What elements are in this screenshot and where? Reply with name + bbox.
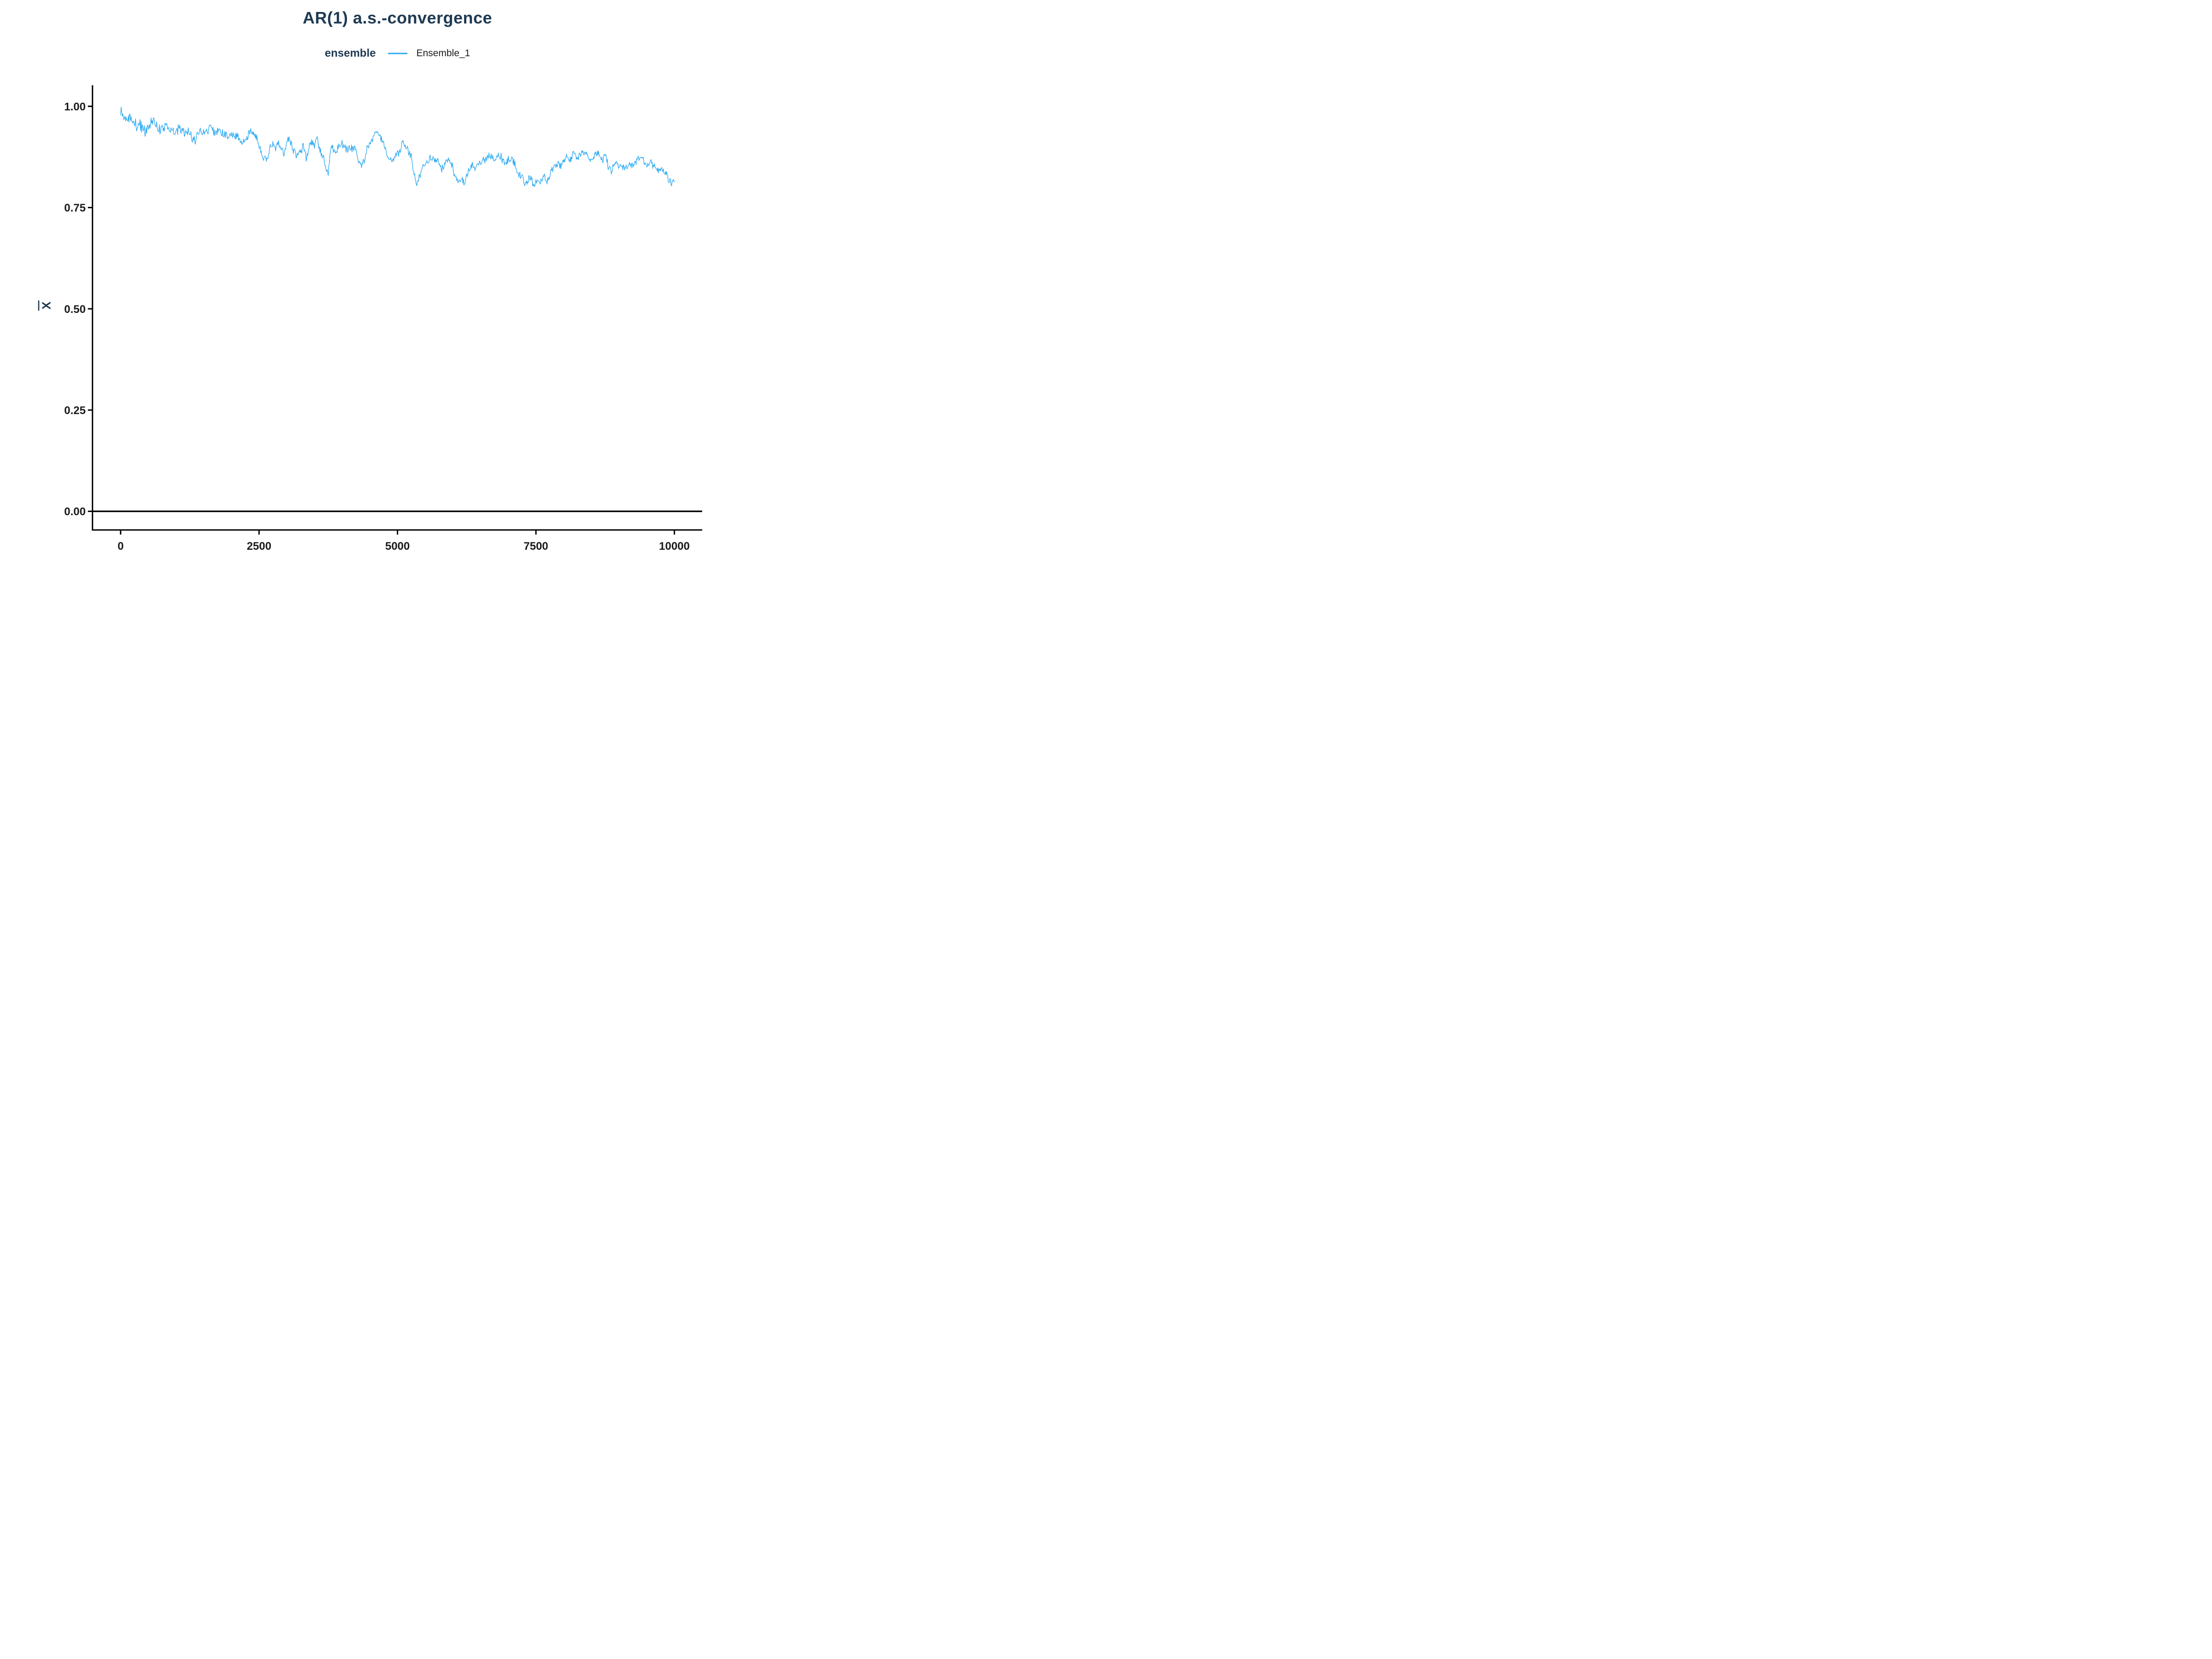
x-tick-label: 10000 (659, 540, 690, 553)
y-tick-label: 0.50 (64, 303, 86, 316)
plot-area: 0 2500 5000 7500 10000 0.00 0.25 0.50 0.75 1.00 X (38, 85, 702, 553)
x-tick-label: 0 (118, 540, 124, 553)
series-line-ensemble-1 (120, 106, 675, 187)
y-axis-title: X (38, 300, 53, 311)
legend-key-line-icon (388, 53, 408, 54)
y-tick-label: 1.00 (64, 100, 86, 113)
chart-title: AR(1) a.s.-convergence (302, 8, 493, 27)
y-tick-label: 0.25 (64, 404, 86, 417)
y-tick-label: 0.75 (64, 202, 86, 214)
x-tick-label: 7500 (524, 540, 548, 553)
chart-figure: AR(1) a.s.-convergence ensemble Ensemble… (0, 0, 737, 553)
x-tick-label: 5000 (385, 540, 410, 553)
legend: ensemble Ensemble_1 (93, 45, 702, 62)
x-tick-label: 2500 (247, 540, 271, 553)
legend-series-label: Ensemble_1 (416, 48, 471, 59)
y-axis-title-glyph: X (39, 301, 53, 310)
y-tick-label: 0.00 (64, 506, 86, 518)
legend-title: ensemble (324, 47, 376, 59)
